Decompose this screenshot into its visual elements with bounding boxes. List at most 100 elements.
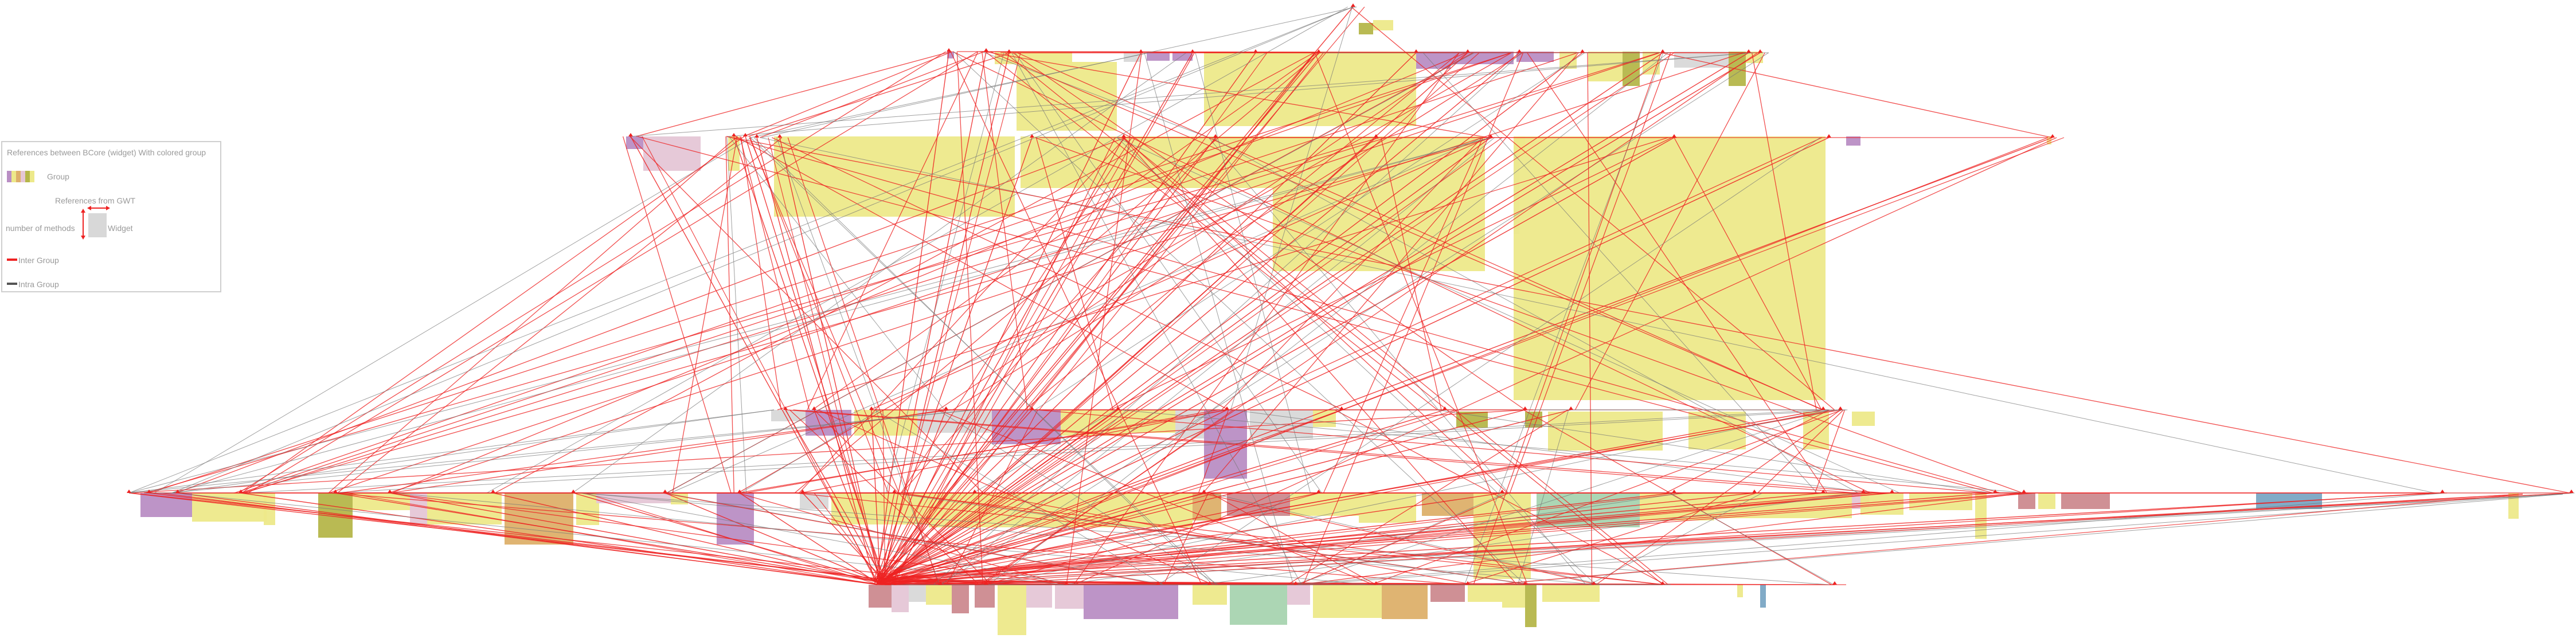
reference-edge [940,52,1769,585]
reference-edge [331,492,1463,585]
edge-arrowhead [1838,406,1843,410]
reference-edge [177,492,878,585]
reference-edge [892,492,1663,585]
reference-edge [1232,409,1871,494]
reference-edge [1073,52,1460,585]
edge-arrowhead [1443,406,1447,410]
reference-edge [340,409,951,494]
reference-edge [894,494,2563,585]
reference-edge [885,52,1004,494]
reference-edge [131,492,988,585]
edge-arrowhead [755,134,759,138]
reference-edge [328,136,738,494]
reference-edge [761,6,1357,138]
reference-edge [248,51,978,494]
legend-widget-swatch [88,213,107,237]
reference-edge [789,409,980,585]
edge-arrowhead [783,406,788,410]
reference-edge [1462,492,1757,585]
legend-inter-label: Inter Group [18,256,59,265]
reference-edge [128,137,1491,494]
reference-edge [642,136,878,585]
reference-edge [1117,137,1596,585]
reference-edge [1120,409,2026,494]
reference-edge [1116,137,1900,494]
edge-arrowhead [1121,134,1126,138]
reference-edge [1292,492,2447,585]
edge-arrowhead [1190,49,1195,53]
reference-edge [728,136,945,410]
legend-widget-label: Widget [108,224,133,233]
reference-edge [1035,137,1113,410]
reference-edge [670,137,1483,494]
reference-edge [896,492,1889,585]
legend-intra-line [7,283,17,285]
edge-arrowhead [2440,490,2445,493]
edge-arrowhead [239,490,243,493]
reference-edge [933,52,1522,585]
reference-edge [1035,52,1585,410]
widget-box [1430,585,1465,602]
reference-edge [785,409,885,581]
reference-edge [175,137,1125,494]
reference-edge [666,52,1475,494]
edge-arrowhead [1156,581,1160,585]
edge-arrowhead [1116,406,1120,410]
reference-edge [1144,52,1294,585]
reference-edge [1527,52,1827,494]
widget-box [917,410,992,433]
reference-edge [878,52,1675,585]
widget-box [1055,585,1084,609]
reference-edge [748,52,1011,137]
edge-arrowhead [1064,581,1069,585]
reference-edge [739,136,810,410]
edge-arrowhead [1672,490,1676,493]
reference-edge [1210,492,1377,585]
widget-box [1737,585,1743,597]
reference-edge [749,137,900,494]
widget-box [1015,52,1072,63]
reference-edge [812,52,1319,410]
reference-edge [662,492,1160,585]
reference-edge [974,494,2563,585]
reference-edge [1017,52,1823,410]
widget-box [952,585,969,613]
reference-edge [756,137,875,584]
edge-arrowhead [2022,490,2026,493]
reference-edge [739,492,881,585]
reference-edge [580,492,1829,585]
reference-edge [1323,137,1484,494]
reference-edge [346,492,877,585]
reference-edge [776,137,940,585]
edge-arrowhead [175,490,180,493]
reference-edge [388,52,1744,494]
widget-box [643,136,701,171]
edge-arrowhead [1827,134,1831,138]
widget-box [1975,493,1987,539]
reference-edge [1024,52,1460,410]
legend-inter-line [7,259,17,261]
reference-edge [893,137,1116,585]
reference-edge [937,409,1219,585]
reference-edge [870,137,1490,410]
reference-edge [879,137,1377,584]
reference-edge [881,137,1216,580]
widget-box [1382,585,1428,619]
reference-edge [878,137,1503,585]
reference-edge [1287,409,1569,585]
edge-arrowhead [1861,490,1866,493]
reference-edge [1158,137,1821,585]
reference-edge [799,137,1126,494]
reference-edge [243,409,1826,494]
edge-arrowhead [1660,49,1665,53]
edge-arrowhead [1207,581,1212,585]
reference-edge [984,51,1488,138]
widget-box [926,585,952,605]
legend-group-swatch [7,171,34,182]
reference-edge [879,52,1480,585]
reference-edge [572,52,1187,494]
edge-arrowhead [1500,490,1504,493]
edge-arrowhead [1821,406,1826,410]
reference-edge [664,492,1164,585]
reference-edge [768,137,881,585]
